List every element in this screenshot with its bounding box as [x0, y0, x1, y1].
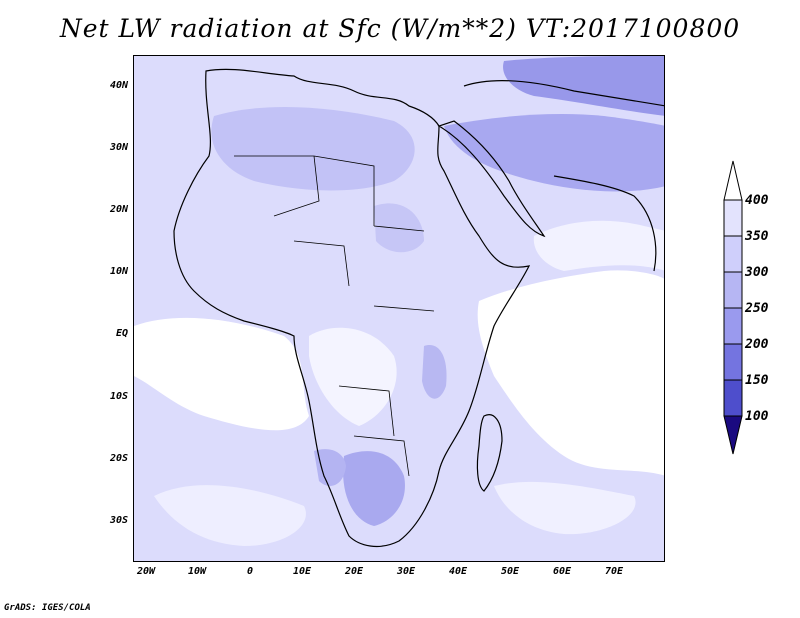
field-high-south-atlantic	[154, 485, 306, 546]
lon-label-30e: 30E	[396, 566, 416, 577]
field-high-congo	[309, 327, 397, 426]
lon-label-20e: 20E	[344, 566, 364, 577]
colorbar	[723, 160, 743, 455]
lon-label-10e: 10E	[292, 566, 312, 577]
field-low-sudan	[374, 203, 424, 253]
colorbar-top-arrow	[723, 160, 743, 201]
colorbar-swatches	[723, 199, 743, 417]
field-low-caspian	[503, 56, 664, 116]
field-low-iran	[444, 114, 664, 192]
colorbar-swatch-6	[723, 379, 743, 417]
red-sea-outline	[437, 120, 546, 238]
colorbar-label-300: 300	[745, 265, 769, 280]
colorbar-swatch-4	[723, 307, 743, 345]
field-high-indian	[477, 270, 664, 476]
field-low-sahara-north	[211, 106, 415, 191]
colorbar-label-100: 100	[745, 409, 769, 424]
coastlines	[173, 68, 664, 548]
colorbar-swatch-5	[723, 343, 743, 381]
lat-label-10n: 10N	[109, 266, 128, 277]
map-plot-area	[133, 55, 665, 562]
field-high-arabian	[533, 220, 664, 271]
lat-label-30n: 30N	[109, 142, 128, 153]
colorbar-bottom-arrow	[723, 415, 743, 455]
africa-outline	[173, 68, 531, 548]
lat-label-20n: 20N	[109, 204, 128, 215]
colorbar-swatch-2	[723, 235, 743, 273]
field-low-east-africa	[422, 345, 447, 399]
lon-label-0: 0	[246, 566, 254, 577]
colorbar-swatch-1	[723, 199, 743, 237]
colorbar-label-200: 200	[745, 337, 769, 352]
madagascar-outline	[476, 414, 503, 492]
lon-label-40e: 40E	[448, 566, 468, 577]
lat-label-10s: 10S	[109, 391, 128, 402]
country-borders	[234, 155, 435, 477]
lon-label-50e: 50E	[500, 566, 520, 577]
lon-label-60e: 60E	[552, 566, 572, 577]
lat-label-40n: 40N	[109, 80, 128, 91]
lon-label-20w: 20W	[136, 566, 156, 577]
mediterranean-north	[463, 79, 664, 107]
colorbar-label-350: 350	[745, 229, 769, 244]
field-low-south-africa	[343, 451, 405, 526]
colorbar-swatch-3	[723, 271, 743, 309]
map-canvas	[134, 56, 664, 561]
field-high-atlantic	[134, 317, 309, 431]
map-title: Net LW radiation at Sfc (W/m**2) VT:2017…	[59, 14, 741, 43]
lat-label-30s: 30S	[109, 515, 128, 526]
grads-credit: GrADS: IGES/COLA	[4, 603, 91, 613]
india-coast	[553, 175, 657, 272]
lat-label-eq: EQ	[115, 328, 128, 339]
lon-label-10w: 10W	[187, 566, 207, 577]
field-low-namibia	[314, 449, 346, 486]
colorbar-label-150: 150	[745, 373, 769, 388]
field-high-south-indian	[494, 481, 636, 535]
lon-label-70e: 70E	[604, 566, 624, 577]
lat-label-20s: 20S	[109, 453, 128, 464]
colorbar-label-400: 400	[745, 193, 769, 208]
colorbar-label-250: 250	[745, 301, 769, 316]
